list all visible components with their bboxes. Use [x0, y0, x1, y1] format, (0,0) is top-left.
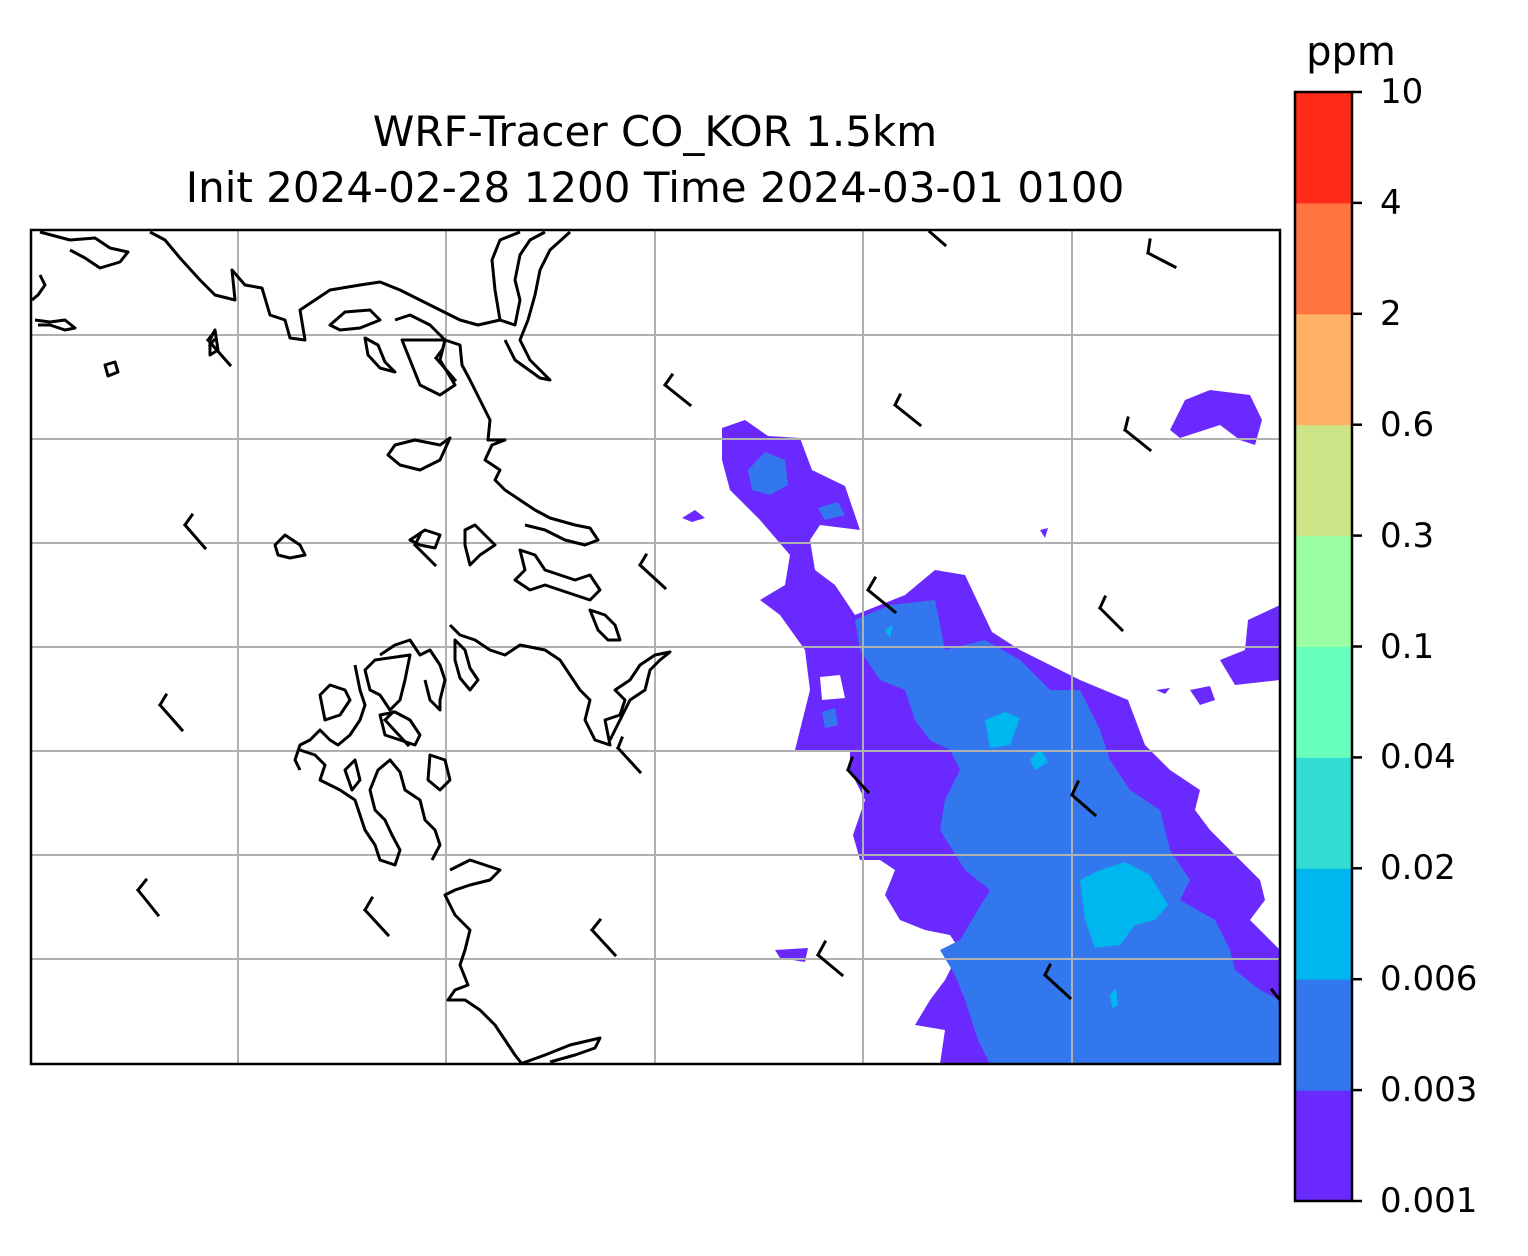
wind-barbs: [135, 230, 1280, 1003]
colorbar-unit-label: ppm: [1306, 29, 1396, 75]
colorbar-tick-label: 2: [1380, 293, 1402, 334]
colorbar-segment: [1295, 92, 1352, 204]
colorbar-segment: [1295, 202, 1352, 315]
colorbar-segment: [1295, 535, 1352, 647]
co-fill-level-3: [885, 625, 1168, 1008]
colorbar-segment: [1295, 1090, 1352, 1202]
colorbar-segment: [1295, 646, 1352, 758]
colorbar-segment: [1295, 757, 1352, 869]
colorbar-segment: [1295, 313, 1352, 426]
colorbar: [1295, 92, 1352, 1202]
map-frame: [29, 228, 1282, 1066]
colorbar-segment: [1295, 979, 1352, 1091]
coastlines: [31, 230, 672, 1064]
colorbar-tick-label: 0.04: [1380, 737, 1456, 778]
colorbar-tick-label: 0.1: [1380, 626, 1435, 667]
colorbar-tick-label: 0.003: [1380, 1070, 1478, 1111]
colorbar-tick-label: 0.3: [1380, 515, 1435, 556]
colorbar-tick-label: 0.001: [1380, 1181, 1478, 1221]
colorbar-tick-label: 0.02: [1380, 848, 1456, 889]
map-gridlines: [31, 230, 1280, 1064]
colorbar-tick-label: 10: [1380, 72, 1424, 112]
map-title-line2: Init 2024-02-28 1200 Time 2024-03-01 010…: [185, 163, 1125, 212]
colorbar-segment: [1295, 868, 1352, 980]
colorbar-tick-label: 0.006: [1380, 959, 1478, 1000]
colorbar-ticks: [1352, 90, 1362, 1203]
co-fill-level-2: [748, 452, 1280, 1064]
colorbar-tick-label: 4: [1380, 182, 1402, 223]
colorbar-tick-label: 0.6: [1380, 404, 1435, 445]
colorbar-segment: [1295, 424, 1352, 537]
map-title-line1: WRF-Tracer CO_KOR 1.5km: [372, 107, 938, 156]
